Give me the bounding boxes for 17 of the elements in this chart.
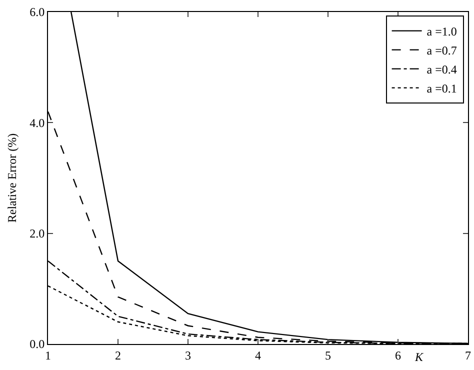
x-tick-label: 2 xyxy=(115,348,121,362)
legend-label: a =0.4 xyxy=(426,62,457,76)
legend-label: a =1.0 xyxy=(426,24,457,38)
legend-label: a =0.7 xyxy=(426,44,457,58)
y-tick-label: 6.0 xyxy=(30,5,45,20)
y-axis-title: Relative Error (%) xyxy=(4,133,19,223)
x-tick-label: 3 xyxy=(185,348,191,362)
x-tick-label: 1 xyxy=(45,348,51,362)
y-tick-label: 4.0 xyxy=(30,116,45,130)
x-tick-label: 7 xyxy=(465,348,471,362)
x-tick-label: 6 xyxy=(395,348,401,362)
y-tick-label: 0.0 xyxy=(30,337,45,352)
legend-label: a =0.1 xyxy=(426,82,457,96)
y-tick-label: 2.0 xyxy=(30,226,45,241)
x-tick-label: 5 xyxy=(325,348,331,362)
x-axis-title: K xyxy=(414,350,424,364)
x-tick-label: 4 xyxy=(255,348,261,362)
